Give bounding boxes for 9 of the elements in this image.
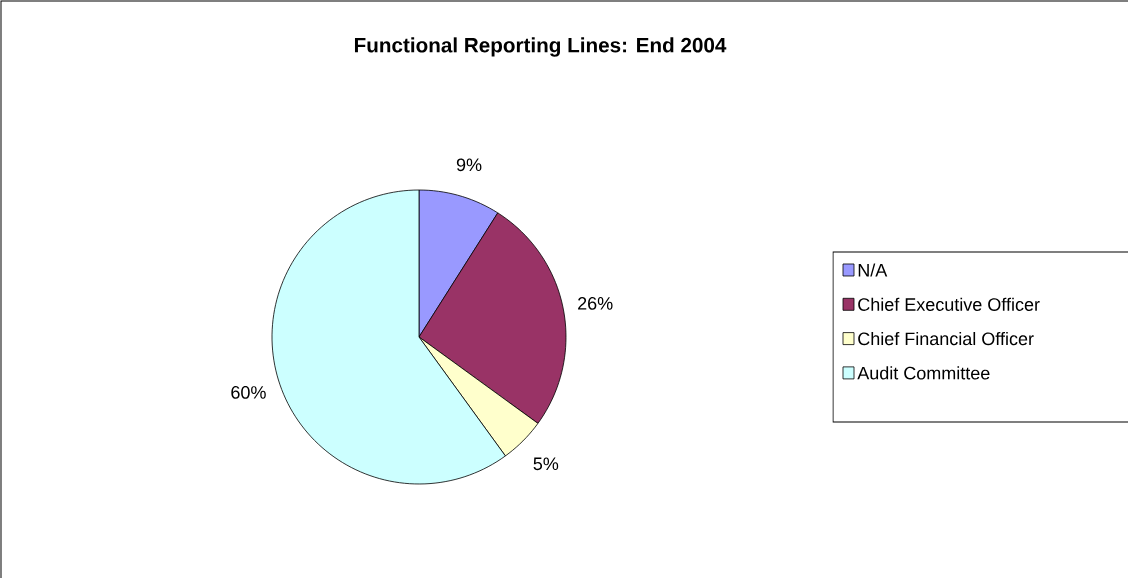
chart-title: Functional Reporting Lines: End 2004 — [354, 37, 727, 57]
data-label: 9% — [456, 158, 482, 172]
legend-label: Audit Committee — [857, 366, 990, 380]
data-label: 5% — [533, 457, 559, 471]
data-label: 60% — [231, 386, 266, 399]
legend-label: Chief Financial Officer — [858, 331, 1034, 346]
legend-label: Chief Executive Officer — [858, 297, 1040, 311]
data-label: 26% — [578, 297, 613, 310]
legend-label: N/A — [858, 263, 888, 277]
